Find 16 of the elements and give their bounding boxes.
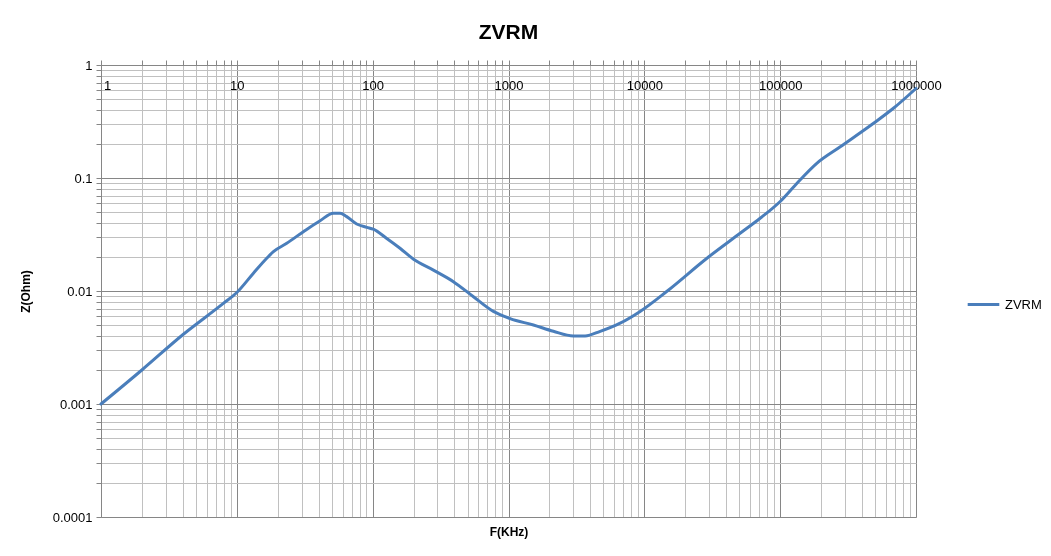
chart-title: ZVRM	[478, 20, 539, 43]
y-tick-label: 0.01	[67, 283, 93, 299]
y-axis-title: Z(Ohm)	[18, 270, 33, 313]
x-axis-title: F(KHz)	[489, 524, 529, 539]
y-tick-label: 0.001	[59, 396, 93, 412]
y-tick-label: 0.1	[74, 170, 93, 186]
y-tick-label: 1	[85, 57, 93, 73]
x-tick-label: 1	[103, 77, 112, 93]
x-tick-label: 100	[362, 77, 385, 93]
legend-label: ZVRM	[1005, 296, 1042, 312]
x-tick-label: 10	[230, 77, 245, 93]
x-tick-label: 1000	[494, 77, 524, 93]
x-tick-label: 1000000	[891, 77, 942, 93]
y-tick-label: 0.0001	[52, 509, 93, 525]
x-tick-label: 100000	[758, 77, 803, 93]
x-tick-label: 10000	[626, 77, 663, 93]
